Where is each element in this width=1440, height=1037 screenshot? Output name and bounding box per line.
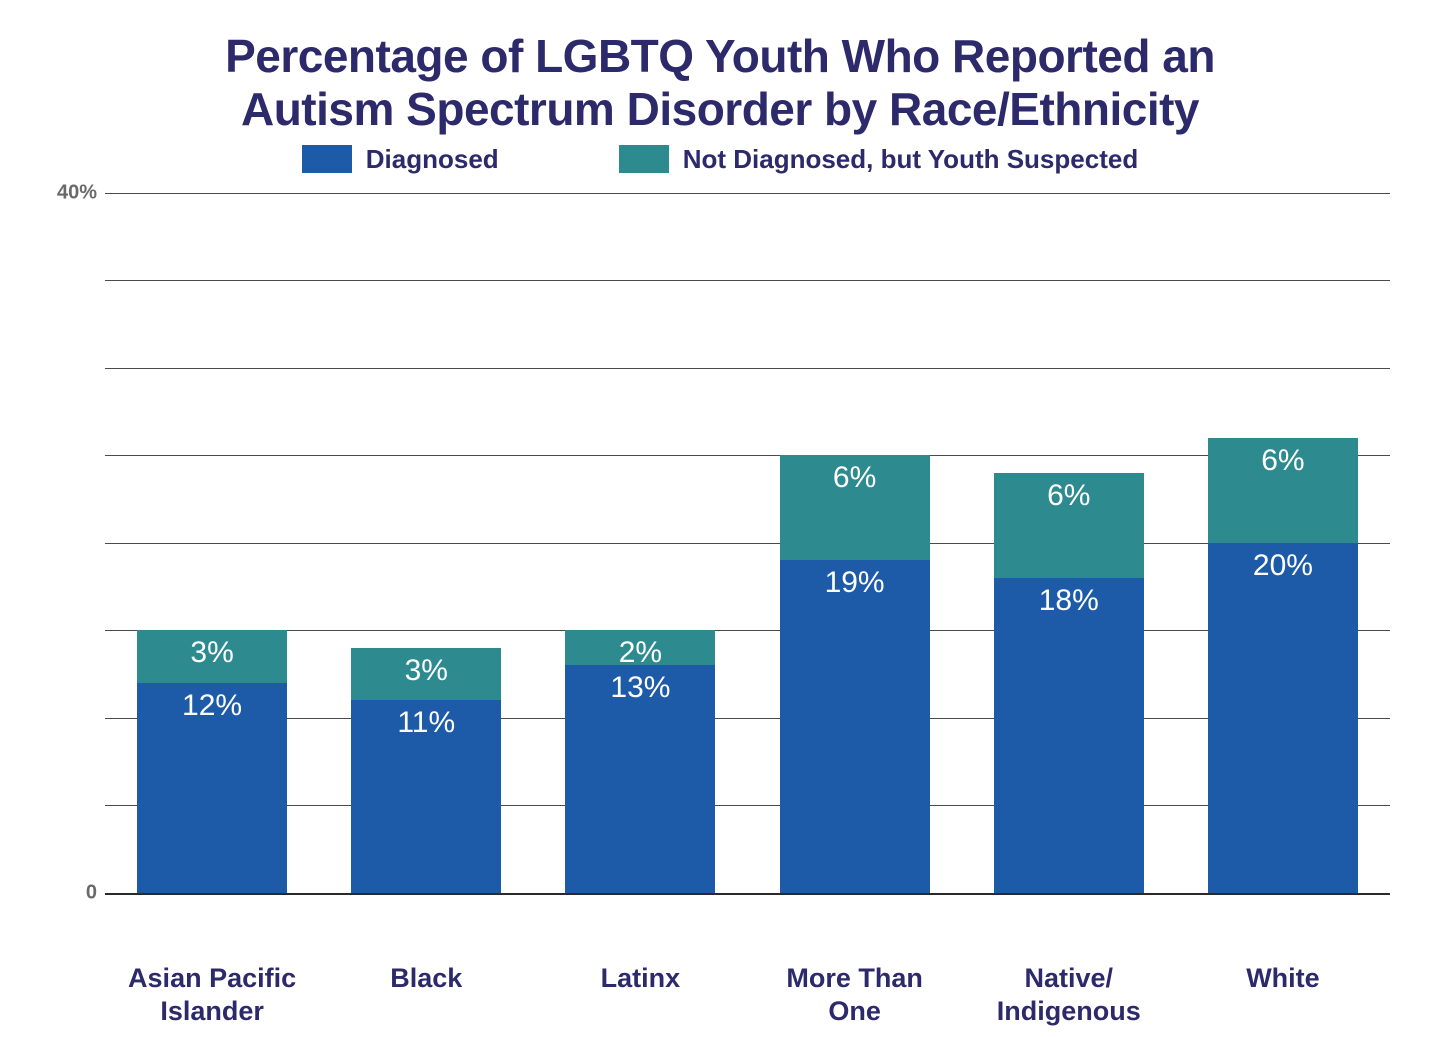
x-tick-label: Asian PacificIslander xyxy=(105,962,319,1027)
bar: 6%19% xyxy=(780,455,930,893)
bar-seg-suspected: 6% xyxy=(780,455,930,560)
x-tick-label: More ThanOne xyxy=(748,962,962,1027)
bar-seg-suspected: 6% xyxy=(994,473,1144,578)
legend-label-suspected: Not Diagnosed, but Youth Suspected xyxy=(683,144,1139,175)
chart-container: Percentage of LGBTQ Youth Who Reported a… xyxy=(0,0,1440,1037)
bar: 3%11% xyxy=(351,648,501,893)
plot-area: 040% 3%12%3%11%2%13%6%19%6%18%6%20% xyxy=(50,193,1390,950)
y-axis-labels: 040% xyxy=(50,193,105,893)
x-axis-line xyxy=(105,893,1390,895)
bar-slot: 6%19% xyxy=(748,193,962,893)
x-tick-label: Latinx xyxy=(533,962,747,1027)
bar-seg-suspected: 2% xyxy=(565,630,715,665)
bar-seg-diagnosed: 19% xyxy=(780,560,930,893)
bar-seg-diagnosed: 12% xyxy=(137,683,287,893)
bar-slot: 3%11% xyxy=(319,193,533,893)
bar-slot: 6%20% xyxy=(1176,193,1390,893)
x-axis-labels: Asian PacificIslanderBlackLatinxMore Tha… xyxy=(50,962,1390,1027)
bar-seg-diagnosed: 11% xyxy=(351,700,501,893)
bar-slot: 3%12% xyxy=(105,193,319,893)
legend-swatch-diagnosed xyxy=(302,145,352,173)
bar-seg-diagnosed: 20% xyxy=(1208,543,1358,893)
y-tick-label: 40% xyxy=(57,181,97,204)
x-tick-label: White xyxy=(1176,962,1390,1027)
bar-slot: 2%13% xyxy=(533,193,747,893)
bar: 2%13% xyxy=(565,630,715,893)
x-tick-label: Native/Indigenous xyxy=(962,962,1176,1027)
bar-slot: 6%18% xyxy=(962,193,1176,893)
bar-seg-suspected: 3% xyxy=(351,648,501,701)
bar-seg-diagnosed: 13% xyxy=(565,665,715,893)
bar: 6%20% xyxy=(1208,438,1358,893)
legend-item-diagnosed: Diagnosed xyxy=(302,144,499,175)
bar-seg-suspected: 6% xyxy=(1208,438,1358,543)
legend-item-suspected: Not Diagnosed, but Youth Suspected xyxy=(619,144,1139,175)
plot: 3%12%3%11%2%13%6%19%6%18%6%20% xyxy=(105,193,1390,950)
title-line2: Autism Spectrum Disorder by Race/Ethnici… xyxy=(241,83,1199,135)
bar-seg-suspected: 3% xyxy=(137,630,287,683)
legend-label-diagnosed: Diagnosed xyxy=(366,144,499,175)
y-tick-label: 0 xyxy=(86,881,97,904)
legend: Diagnosed Not Diagnosed, but Youth Suspe… xyxy=(50,144,1390,175)
bars-area: 3%12%3%11%2%13%6%19%6%18%6%20% xyxy=(105,193,1390,893)
chart-title: Percentage of LGBTQ Youth Who Reported a… xyxy=(50,30,1390,136)
bar-seg-diagnosed: 18% xyxy=(994,578,1144,893)
title-line1: Percentage of LGBTQ Youth Who Reported a… xyxy=(225,30,1215,82)
bar: 6%18% xyxy=(994,473,1144,893)
legend-swatch-suspected xyxy=(619,145,669,173)
x-tick-label: Black xyxy=(319,962,533,1027)
bar: 3%12% xyxy=(137,630,287,893)
